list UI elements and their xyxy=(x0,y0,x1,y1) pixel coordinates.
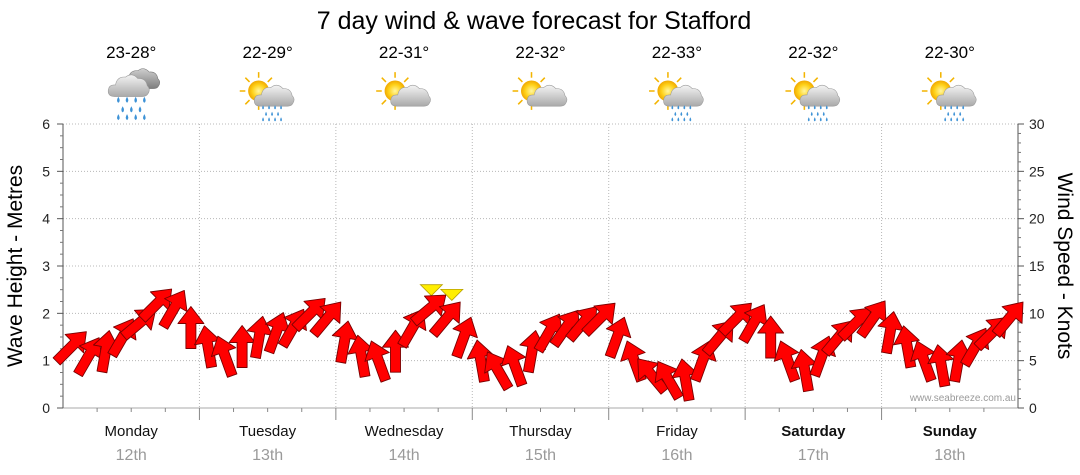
wave-marker xyxy=(439,288,464,301)
left-tick-label: 1 xyxy=(42,353,50,369)
wind-arrow xyxy=(533,313,563,354)
wind-arrow xyxy=(757,315,785,359)
wave-marker xyxy=(419,284,444,297)
rain-drops xyxy=(671,105,692,122)
day-temperature: 22-31° xyxy=(379,43,429,62)
wave-series xyxy=(419,284,464,301)
wind-arrow xyxy=(790,348,818,393)
sun-cloud-icon xyxy=(375,71,431,111)
left-axis-title: Wave Height - Metres xyxy=(4,165,27,367)
day-headers: 23-28° 22-29° 22-31° 22-32° 22-33° 22-32° 22-3… xyxy=(106,43,977,122)
day-date: 15th xyxy=(525,447,556,464)
wind-arrow xyxy=(210,335,238,378)
day-temperature: 22-29° xyxy=(243,43,293,62)
rain-drops xyxy=(944,105,965,122)
wind-arrow xyxy=(158,289,188,330)
wind-arrow xyxy=(484,351,514,392)
right-tick-label: 15 xyxy=(1029,258,1045,274)
wind-arrow xyxy=(263,312,291,355)
wind-arrow xyxy=(364,340,391,383)
day-name: Wednesday xyxy=(365,423,444,440)
left-axis: 0 1 2 3 4 5 6 xyxy=(42,116,63,416)
left-tick-label: 0 xyxy=(42,400,50,416)
left-tick-label: 3 xyxy=(42,258,50,274)
grid xyxy=(62,123,1019,420)
wind-series xyxy=(52,288,1024,402)
right-axis: 0 5 10 15 20 25 30 xyxy=(1018,116,1045,416)
wind-arrow xyxy=(93,330,120,374)
day-name: Sunday xyxy=(923,423,978,440)
wind-arrow xyxy=(671,358,699,402)
rain-drops xyxy=(262,105,282,122)
right-tick-label: 10 xyxy=(1029,305,1045,321)
wind-arrow xyxy=(604,316,632,359)
day-date: 13th xyxy=(252,447,283,464)
day-date: 16th xyxy=(661,447,692,464)
day-name: Thursday xyxy=(509,423,572,440)
day-date: 17th xyxy=(798,447,829,464)
right-tick-label: 20 xyxy=(1029,211,1045,227)
wind-arrow xyxy=(347,334,374,378)
sun-cloud-rain-icon xyxy=(784,71,841,122)
sun-cloud-icon xyxy=(511,71,568,111)
left-tick-label: 5 xyxy=(42,163,50,179)
sun-cloud-rain-icon xyxy=(648,71,704,122)
rain-drops xyxy=(807,105,828,122)
wind-arrow xyxy=(773,340,801,383)
rain-drops xyxy=(117,96,146,121)
day-temperature: 23-28° xyxy=(106,43,156,62)
wind-arrow xyxy=(991,301,1024,338)
wind-arrow xyxy=(331,320,359,364)
right-tick-label: 25 xyxy=(1029,163,1045,179)
wind-arrow xyxy=(52,331,87,366)
day-date: 12th xyxy=(116,447,147,464)
rain-cloud-icon xyxy=(107,68,160,121)
right-axis-title: Wind Speed - Knots xyxy=(1053,173,1076,360)
wind-arrow xyxy=(738,304,768,344)
day-date: 14th xyxy=(389,447,420,464)
wind-arrow xyxy=(73,337,103,378)
wind-arrow xyxy=(428,301,461,338)
wind-arrow xyxy=(451,316,478,359)
day-labels: Monday 12th Tuesday 13th Wednesday 14th Thursd… xyxy=(105,423,978,464)
day-temperature: 22-30° xyxy=(925,43,975,62)
left-tick-label: 4 xyxy=(42,211,50,227)
wind-arrow xyxy=(228,325,256,368)
wind-arrow xyxy=(246,315,274,359)
sun-cloud-rain-icon xyxy=(238,71,295,122)
day-temperature: 22-32° xyxy=(515,43,565,62)
wind-arrow xyxy=(856,300,887,339)
left-tick-label: 2 xyxy=(42,305,50,321)
right-tick-label: 5 xyxy=(1029,353,1037,369)
wind-arrow xyxy=(194,325,221,369)
watermark: www.seabreeze.com.au xyxy=(909,393,1016,404)
right-tick-label: 30 xyxy=(1029,116,1045,132)
day-temperature: 22-32° xyxy=(788,43,838,62)
chart-title: 7 day wind & wave forecast for Stafford xyxy=(317,7,752,35)
day-name: Saturday xyxy=(781,423,846,440)
wind-arrow xyxy=(654,360,684,401)
wind-arrow xyxy=(877,311,905,355)
day-name: Monday xyxy=(105,423,159,440)
left-tick-label: 6 xyxy=(42,116,50,132)
day-name: Tuesday xyxy=(239,423,296,440)
wind-arrow xyxy=(910,340,937,383)
wind-arrow xyxy=(581,302,616,337)
day-temperature: 22-33° xyxy=(652,43,702,62)
right-tick-label: 0 xyxy=(1029,400,1037,416)
day-name: Friday xyxy=(656,423,698,440)
wind-arrow xyxy=(927,344,954,388)
wind-arrow xyxy=(500,345,528,388)
wind-arrow xyxy=(309,301,342,338)
sun-cloud-rain-icon xyxy=(921,71,977,122)
wind-arrow xyxy=(945,339,973,383)
day-date: 18th xyxy=(934,447,965,464)
